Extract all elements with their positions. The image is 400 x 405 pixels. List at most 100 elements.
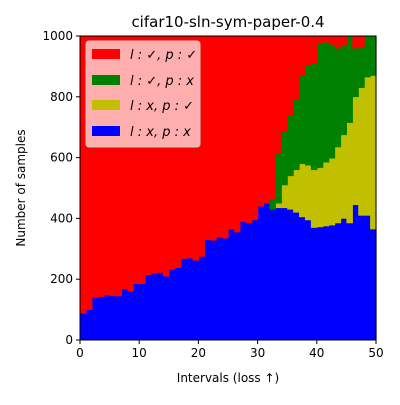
bar-segment — [251, 36, 259, 221]
bar-segment — [233, 232, 241, 341]
bar-segment — [287, 36, 294, 116]
legend-label-correct-correct: l : ✓, p : ✓ — [130, 48, 197, 63]
bar-segment — [370, 36, 377, 76]
bar-segment — [293, 169, 300, 213]
bar-segment — [109, 36, 117, 297]
bar-segment — [299, 36, 306, 76]
bar-segment — [281, 184, 288, 209]
bar-segment — [334, 146, 342, 224]
x-tick-label: 0 — [76, 346, 84, 360]
series-1 — [275, 75, 377, 230]
bar-segment — [334, 222, 342, 341]
bar-segment — [151, 36, 158, 274]
bar-segment — [364, 215, 371, 341]
bar-segment — [269, 198, 276, 210]
bar-segment — [328, 225, 336, 341]
bar-segment — [239, 221, 247, 341]
bar-segment — [316, 167, 324, 228]
bar-segment — [156, 36, 164, 273]
x-tick-label: 30 — [250, 346, 265, 360]
bar-segment — [304, 219, 312, 341]
bar-segment — [340, 45, 347, 136]
bar-segment — [275, 36, 282, 154]
bar-segment — [239, 36, 247, 222]
legend: l : ✓, p : ✓ l : ✓, p : x l : x, p : ✓ l… — [85, 40, 201, 148]
y-tick-label: 0 — [65, 333, 73, 347]
bar-segment — [216, 237, 223, 341]
bar-segment — [346, 222, 353, 341]
bar-segment — [322, 226, 330, 341]
bar-segment — [299, 75, 306, 164]
bar-segment — [97, 36, 105, 298]
bar-segment — [168, 269, 176, 341]
bar-segment — [275, 207, 282, 341]
bar-segment — [168, 36, 176, 270]
bar-segment — [233, 36, 241, 233]
bar-segment — [103, 295, 111, 341]
bar-segment — [287, 115, 294, 177]
legend-swatch-correct-correct — [92, 49, 120, 59]
bar-segment — [162, 276, 170, 341]
bar-segment — [192, 260, 199, 341]
bar-segment — [127, 36, 134, 292]
y-axis-label: Number of samples — [14, 129, 28, 246]
y-tick-label: 1000 — [42, 29, 73, 43]
legend-label-wrong-wrong: l : x, p : x — [130, 125, 191, 140]
bar-segment — [322, 36, 330, 43]
bar-segment — [340, 134, 347, 219]
bar-segment — [328, 44, 336, 159]
bar-segment — [316, 42, 324, 168]
bar-segment — [80, 313, 87, 341]
bar-segment — [192, 36, 199, 261]
bar-segment — [139, 283, 146, 341]
legend-label-wrong-correct: l : x, p : ✓ — [130, 99, 194, 114]
bar-segment — [340, 218, 347, 341]
bar-segment — [293, 212, 300, 341]
bar-segment — [174, 36, 182, 268]
bar-segment — [198, 256, 205, 341]
bar-segment — [216, 36, 223, 238]
bar-segment — [145, 274, 152, 341]
bar-segment — [346, 36, 353, 123]
bar-segment — [352, 36, 359, 49]
bar-segment — [370, 75, 377, 230]
bar-segment — [310, 63, 318, 171]
legend-swatch-correct-wrong — [92, 75, 120, 85]
bar-segment — [263, 203, 271, 341]
plot-frame — [79, 35, 377, 341]
bar-segment — [358, 215, 365, 341]
legend-box — [85, 40, 201, 148]
x-tick-label: 20 — [191, 346, 206, 360]
bar-segment — [228, 36, 235, 230]
bar-segment — [299, 216, 306, 341]
x-tick-label: 10 — [132, 346, 147, 360]
bar-segment — [133, 283, 140, 341]
bar-segment — [257, 36, 265, 207]
x-tick-label: 50 — [368, 346, 383, 360]
bar-segment — [304, 64, 312, 166]
bar-segment — [115, 295, 123, 341]
bar-segment — [198, 36, 205, 257]
bar-segment — [370, 229, 377, 341]
bar-segment — [91, 36, 99, 298]
bar-segment — [310, 36, 318, 64]
bar-segment — [269, 209, 276, 341]
bar-segment — [145, 36, 152, 275]
bar-segment — [204, 239, 211, 341]
bar-segment — [340, 36, 347, 46]
series-0 — [80, 203, 377, 341]
bar-segment — [334, 36, 342, 49]
series-3 — [80, 36, 365, 314]
bar-segment — [281, 131, 288, 186]
bar-segment — [162, 36, 170, 277]
bar-segment — [322, 42, 330, 163]
bar-segment — [156, 272, 164, 341]
bar-segment — [364, 36, 371, 78]
bar-segment — [346, 122, 353, 224]
bar-segment — [222, 36, 229, 239]
bar-segment — [174, 267, 182, 341]
bar-segment — [281, 36, 288, 133]
bar-segment — [109, 295, 117, 341]
